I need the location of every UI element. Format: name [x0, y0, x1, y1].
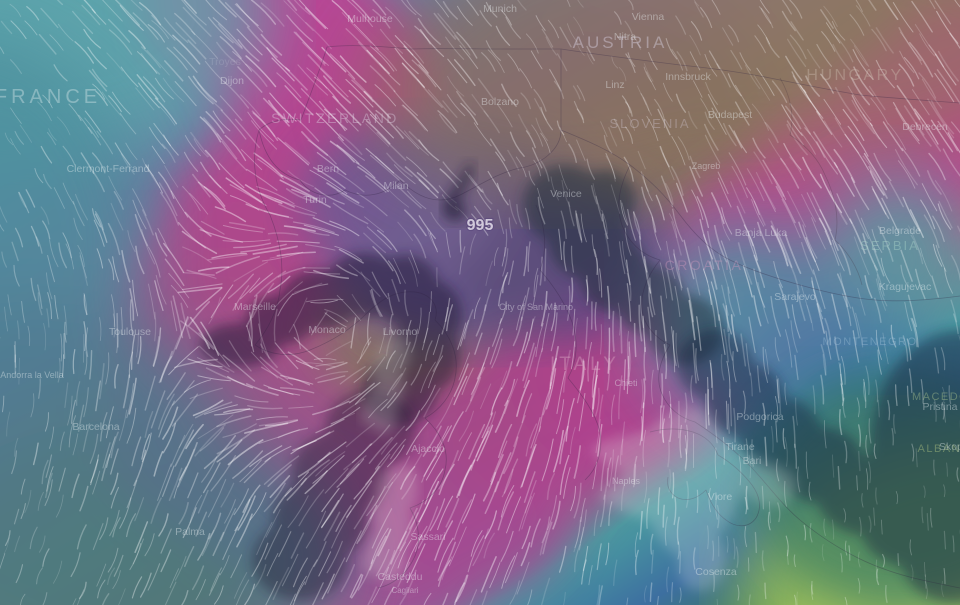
svg-text:SWITZERLAND: SWITZERLAND	[271, 110, 399, 126]
svg-text:Troyes: Troyes	[209, 56, 241, 68]
svg-text:Linz: Linz	[605, 79, 624, 91]
svg-text:Milan: Milan	[383, 180, 408, 192]
svg-text:Zagreb: Zagreb	[692, 161, 721, 171]
svg-text:Pristina: Pristina	[922, 401, 957, 413]
svg-text:Belgrade: Belgrade	[879, 225, 921, 237]
svg-text:Budapest: Budapest	[708, 109, 752, 121]
svg-text:Kragujevac: Kragujevac	[879, 281, 932, 293]
svg-text:Vienna: Vienna	[632, 11, 665, 23]
svg-text:Ajaccio: Ajaccio	[411, 443, 445, 455]
svg-text:Marseille: Marseille	[234, 301, 276, 313]
svg-text:Palma: Palma	[175, 526, 205, 538]
svg-text:SLOVENIA: SLOVENIA	[609, 116, 690, 131]
svg-text:Podgorica: Podgorica	[736, 411, 783, 423]
svg-text:Toulouse: Toulouse	[109, 326, 151, 338]
svg-text:Monaco: Monaco	[308, 324, 346, 336]
svg-text:Innsbruck: Innsbruck	[665, 71, 711, 83]
svg-text:Skopje: Skopje	[939, 441, 960, 453]
svg-text:ITALY: ITALY	[550, 354, 620, 375]
svg-text:Venice: Venice	[550, 188, 582, 200]
svg-text:FRANCE: FRANCE	[0, 86, 101, 108]
svg-text:HUNGARY: HUNGARY	[806, 67, 903, 84]
svg-text:Bolzano: Bolzano	[481, 96, 519, 108]
svg-text:City of San Marino: City of San Marino	[499, 302, 573, 312]
svg-text:Turin: Turin	[303, 194, 327, 206]
svg-text:Chieti: Chieti	[614, 378, 637, 388]
svg-text:Clermont-Ferrand: Clermont-Ferrand	[67, 163, 150, 175]
svg-text:Bern: Bern	[317, 163, 339, 175]
svg-text:Andorra la Vella: Andorra la Vella	[0, 370, 64, 380]
svg-text:Nitra: Nitra	[614, 31, 636, 43]
svg-text:Barcelona: Barcelona	[72, 421, 119, 433]
svg-text:Mulhouse: Mulhouse	[347, 13, 393, 25]
svg-text:Dijon: Dijon	[220, 75, 244, 87]
svg-text:Munich: Munich	[483, 3, 517, 15]
svg-text:Sarajevo: Sarajevo	[774, 291, 816, 303]
svg-text:Sassari: Sassari	[410, 531, 445, 543]
svg-text:CROATIA: CROATIA	[665, 257, 744, 273]
svg-text:Debrecen: Debrecen	[902, 121, 948, 133]
svg-text:Cagliari: Cagliari	[391, 586, 418, 595]
svg-text:Banja Luka: Banja Luka	[735, 227, 788, 239]
svg-text:MONTENEGRO: MONTENEGRO	[822, 336, 917, 348]
svg-text:SERBIA: SERBIA	[860, 238, 920, 253]
svg-text:995: 995	[467, 217, 494, 234]
